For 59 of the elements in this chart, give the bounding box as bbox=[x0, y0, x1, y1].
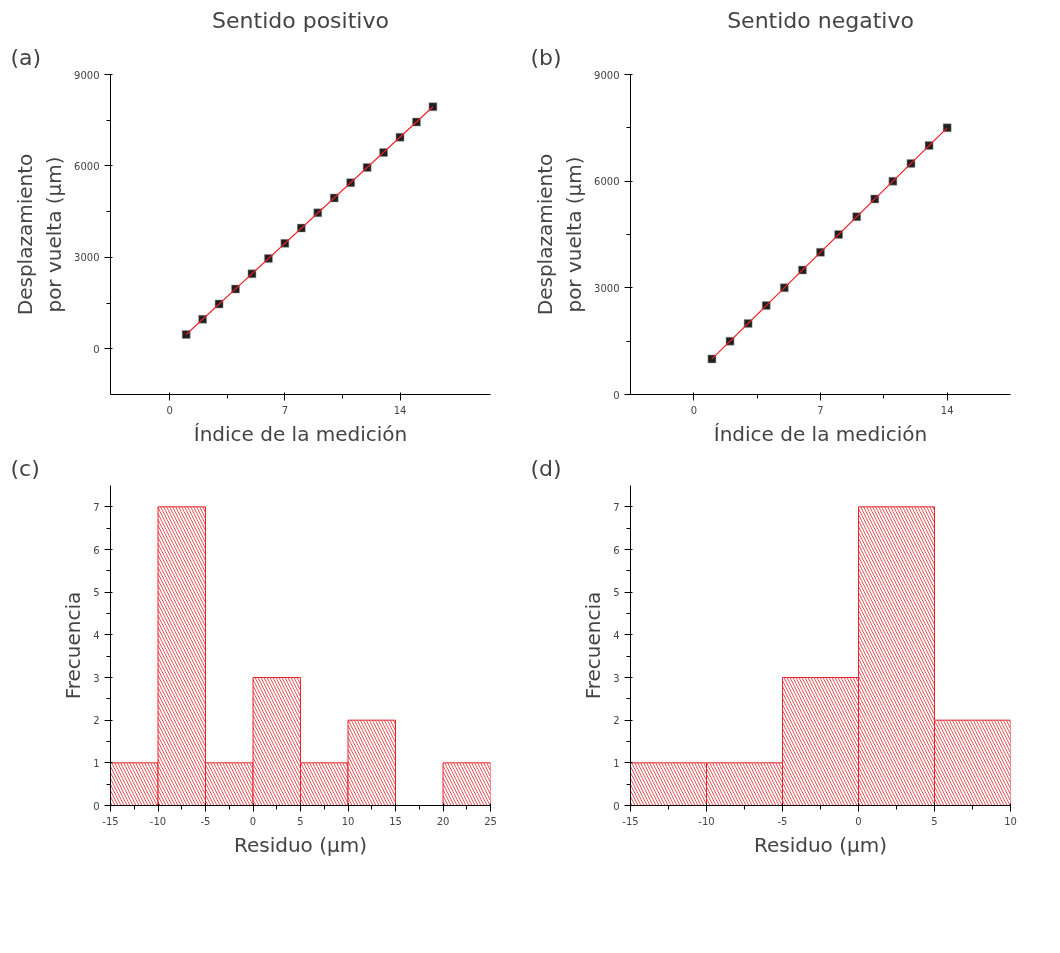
text: (a) bbox=[10, 44, 42, 70]
x-axis-title: Residuo (µm) bbox=[233, 832, 368, 857]
x-tick-label: 14 bbox=[393, 404, 407, 416]
x-tick-label: -10 bbox=[149, 815, 167, 827]
y-tick-label: 5 bbox=[613, 587, 620, 599]
x-axis-title: Índice de la medición bbox=[193, 421, 408, 446]
x-tick-label: 7 bbox=[281, 404, 289, 416]
y-axis-title: Frecuencia bbox=[61, 591, 86, 700]
y-tick-label: 6 bbox=[93, 544, 100, 556]
x-tick-label: 5 bbox=[931, 815, 938, 827]
x-tick-label: 0 bbox=[249, 815, 257, 827]
x-tick-label: 7 bbox=[817, 404, 824, 416]
chart-title: Sentido positivo bbox=[212, 7, 389, 33]
x-tick-label: -15 bbox=[102, 815, 119, 827]
y-tick-label: 3000 bbox=[74, 252, 100, 264]
x-axis-title: Residuo (µm) bbox=[753, 832, 888, 857]
y-tick-label: 7 bbox=[613, 501, 620, 513]
y-tick-label: 6000 bbox=[74, 160, 100, 172]
y-axis-title: Desplazamiento por vuelta (µm) bbox=[533, 153, 587, 316]
y-axis-title: Frecuencia bbox=[581, 591, 606, 700]
y-axis-title: Desplazamiento por vuelta (µm) bbox=[13, 153, 67, 316]
text: (c) bbox=[10, 455, 40, 481]
y-tick-label: 4 bbox=[613, 629, 620, 641]
y-tick-label: 3 bbox=[613, 672, 620, 684]
x-tick-label: 0 bbox=[690, 404, 698, 416]
x-tick-label: 10 bbox=[1004, 815, 1017, 827]
y-tick-label: 5 bbox=[93, 587, 100, 599]
y-tick-label: 0 bbox=[613, 389, 620, 401]
x-tick-label: 10 bbox=[341, 815, 355, 827]
y-tick-label: 6 bbox=[613, 544, 620, 556]
text: (d) bbox=[530, 455, 562, 481]
x-tick-label: 15 bbox=[389, 815, 402, 827]
y-tick-label: 0 bbox=[93, 343, 100, 355]
x-tick-label: -5 bbox=[200, 815, 211, 827]
x-tick-label: 0 bbox=[855, 815, 862, 827]
y-tick-label: 1 bbox=[613, 757, 620, 769]
y-tick-label: 7 bbox=[93, 501, 100, 513]
text: (b) bbox=[530, 44, 562, 70]
y-tick-label: 0 bbox=[93, 800, 100, 812]
x-tick-label: 0 bbox=[166, 404, 173, 416]
y-tick-label: 3000 bbox=[594, 282, 620, 294]
y-tick-label: 6000 bbox=[594, 176, 620, 188]
y-tick-label: 0 bbox=[613, 800, 620, 812]
x-axis-title: Índice de la medición bbox=[713, 421, 928, 446]
x-tick-label: 25 bbox=[484, 815, 497, 827]
x-tick-label: -15 bbox=[622, 815, 639, 827]
y-tick-label: 2 bbox=[93, 715, 100, 727]
x-tick-label: -10 bbox=[698, 815, 715, 827]
x-tick-label: 5 bbox=[297, 815, 304, 827]
x-tick-label: -5 bbox=[777, 815, 788, 827]
x-tick-label: 20 bbox=[436, 815, 450, 827]
y-tick-label: 9000 bbox=[74, 69, 100, 81]
y-tick-label: 4 bbox=[93, 629, 100, 641]
y-tick-label: 1 bbox=[93, 757, 100, 769]
y-tick-label: 3 bbox=[93, 672, 100, 684]
chart-title: Sentido negativo bbox=[727, 7, 914, 33]
y-tick-label: 2 bbox=[613, 715, 620, 727]
y-tick-label: 9000 bbox=[594, 69, 620, 81]
x-tick-label: 14 bbox=[940, 404, 954, 416]
